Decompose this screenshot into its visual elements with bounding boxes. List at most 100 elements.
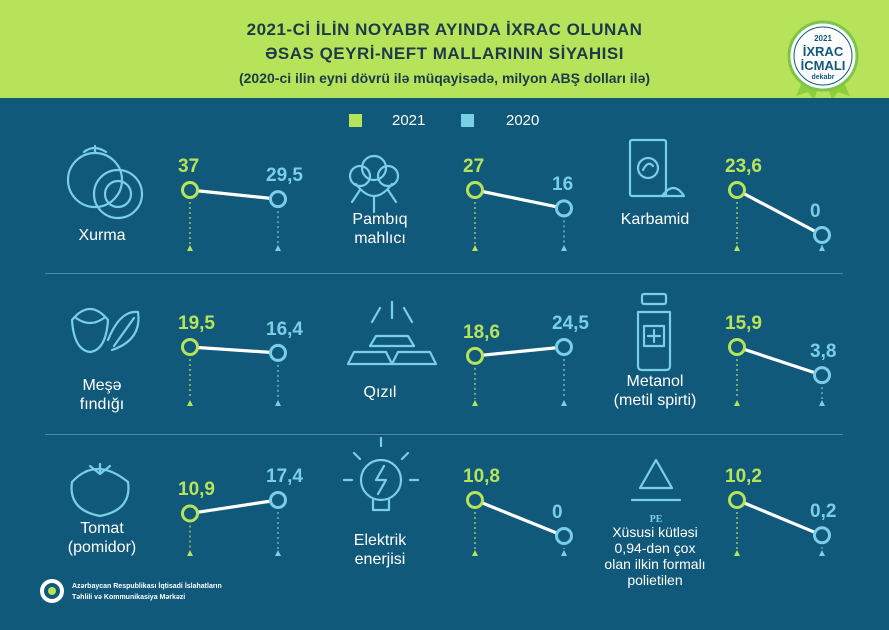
point-2021-6 — [181, 504, 199, 523]
legend-swatch-2021 — [349, 114, 362, 127]
series-line-0 — [189, 188, 279, 201]
value-label-2021-7: 10,8 — [463, 466, 500, 487]
value-label-2021-3: 19,5 — [178, 313, 215, 334]
gold-bars-icon — [346, 300, 438, 366]
point-2021-8 — [728, 491, 746, 509]
category-label-line: Karbamid — [620, 211, 690, 228]
category-label-line: (pomidor) — [67, 539, 137, 556]
point-2020-6 — [269, 491, 287, 509]
cotton-icon — [348, 154, 400, 214]
category-label-5: Metanol (metil spirti) — [585, 372, 725, 410]
category-label-7: Elektrik enerjisi — [310, 531, 450, 569]
value-label-2020-8: 0,2 — [810, 501, 837, 523]
series-line-4 — [474, 345, 565, 358]
category-label-line: Xüsusi kütləsi — [612, 524, 698, 540]
value-label-2020-5: 3,8 — [810, 341, 837, 363]
tick-2020-2 — [819, 245, 825, 251]
legend-swatch-2020 — [461, 114, 474, 127]
tick-2021-6 — [187, 550, 193, 556]
category-label-0: Xurma — [32, 226, 172, 245]
page-subtitle: (2020-ci ilin eyni dövrü ilə müqayisədə,… — [238, 70, 651, 86]
tick-2020-6 — [275, 550, 281, 556]
category-label-4: Qızıl — [310, 383, 450, 402]
point-2020-4 — [555, 338, 573, 356]
category-label-line: Qızıl — [363, 384, 397, 401]
tick-2020-8 — [819, 550, 825, 556]
point-2020-2 — [813, 226, 831, 244]
hazelnut-icon — [70, 307, 140, 354]
point-2021-4 — [466, 346, 484, 365]
series-line-1 — [474, 188, 565, 210]
category-label-2: Karbamid — [585, 210, 725, 229]
legend-label-2021: 2021 — [392, 112, 426, 129]
tick-2021-7 — [472, 550, 478, 556]
category-label-3: Meşə fındığı — [32, 376, 172, 414]
value-label-2021-2: 23,6 — [725, 156, 762, 177]
value-label-2020-1: 16 — [552, 174, 574, 196]
series-line-7 — [474, 498, 565, 538]
point-2020-8 — [813, 526, 831, 545]
category-label-line: Tomat — [80, 520, 124, 537]
point-2021-3 — [181, 338, 199, 356]
value-label-2020-6: 17,4 — [266, 466, 303, 487]
value-label-2020-7: 0 — [552, 502, 563, 523]
page-title-line1: 2021-Cİ İLİN NOYABR AYINDA İXRAC OLUNAN — [246, 20, 643, 39]
series-line-8 — [736, 498, 823, 537]
tick-2020-0 — [275, 245, 281, 251]
badge-year: 2021 — [814, 34, 832, 43]
category-label-line: olan ilkin formalı — [604, 556, 706, 572]
value-label-2021-8: 10,2 — [725, 466, 762, 487]
tick-2021-0 — [187, 245, 193, 251]
point-2021-1 — [466, 181, 484, 199]
category-label-line: 0,94-dən çox — [614, 540, 696, 556]
rosette-badge-icon — [787, 20, 859, 98]
point-2020-1 — [555, 199, 573, 218]
point-2021-2 — [728, 181, 746, 199]
value-label-2020-0: 29,5 — [266, 165, 303, 187]
fertilizer-bag-icon — [628, 138, 686, 198]
category-label-line: mahlıcı — [354, 230, 406, 247]
header-banner — [0, 0, 889, 98]
tick-2021-2 — [734, 245, 740, 251]
badge-line2: İCMALI — [800, 58, 846, 73]
emblem-icon — [40, 579, 64, 603]
category-label-line: polietilen — [627, 572, 683, 588]
category-label-line: enerjisi — [354, 551, 406, 568]
category-label-line: fındığı — [79, 396, 125, 413]
category-label-line: Metanol — [626, 373, 684, 390]
tick-2021-3 — [187, 400, 193, 406]
tick-2021-1 — [472, 245, 478, 251]
bottle-icon — [636, 292, 672, 372]
category-label-8: Xüsusi kütləsi 0,94-dən çox olan ilkin for… — [585, 524, 725, 588]
point-2020-3 — [269, 343, 287, 362]
series-line-3 — [189, 345, 279, 355]
series-line-6 — [189, 498, 279, 516]
badge-month: dekabr — [811, 74, 835, 81]
value-label-2020-4: 24,5 — [552, 313, 589, 334]
row-divider-1 — [45, 273, 843, 274]
category-label-line: Elektrik — [353, 532, 407, 549]
persimmon-icon — [66, 144, 144, 220]
footer-org-line2: Təhlili və Kommunikasiya Mərkəzi — [72, 594, 186, 601]
point-2020-5 — [813, 366, 831, 385]
point-2021-7 — [466, 491, 484, 509]
value-label-2021-4: 18,6 — [463, 321, 500, 343]
category-label-line: Xurma — [78, 227, 126, 244]
value-label-2021-1: 27 — [463, 156, 485, 177]
tick-2020-1 — [561, 245, 567, 251]
tick-2020-5 — [819, 400, 825, 406]
value-label-2020-2: 0 — [810, 201, 821, 222]
category-label-line: Pambıq — [352, 211, 408, 228]
point-2020-7 — [555, 527, 573, 545]
point-2020-0 — [269, 190, 287, 209]
value-label-2021-6: 10,9 — [178, 479, 215, 501]
row-divider-2 — [45, 434, 843, 435]
light-bulb-icon — [342, 436, 420, 512]
category-label-1: Pambıq mahlıcı — [310, 210, 450, 248]
svg-text:PE: PE — [650, 514, 663, 525]
series-line-2 — [736, 188, 823, 237]
page-title-line2: ƏSAS QEYRİ-NEFT MALLARININ SİYAHISI — [265, 44, 624, 63]
badge-line1: İXRAC — [802, 44, 844, 59]
tick-2021-8 — [734, 550, 740, 556]
